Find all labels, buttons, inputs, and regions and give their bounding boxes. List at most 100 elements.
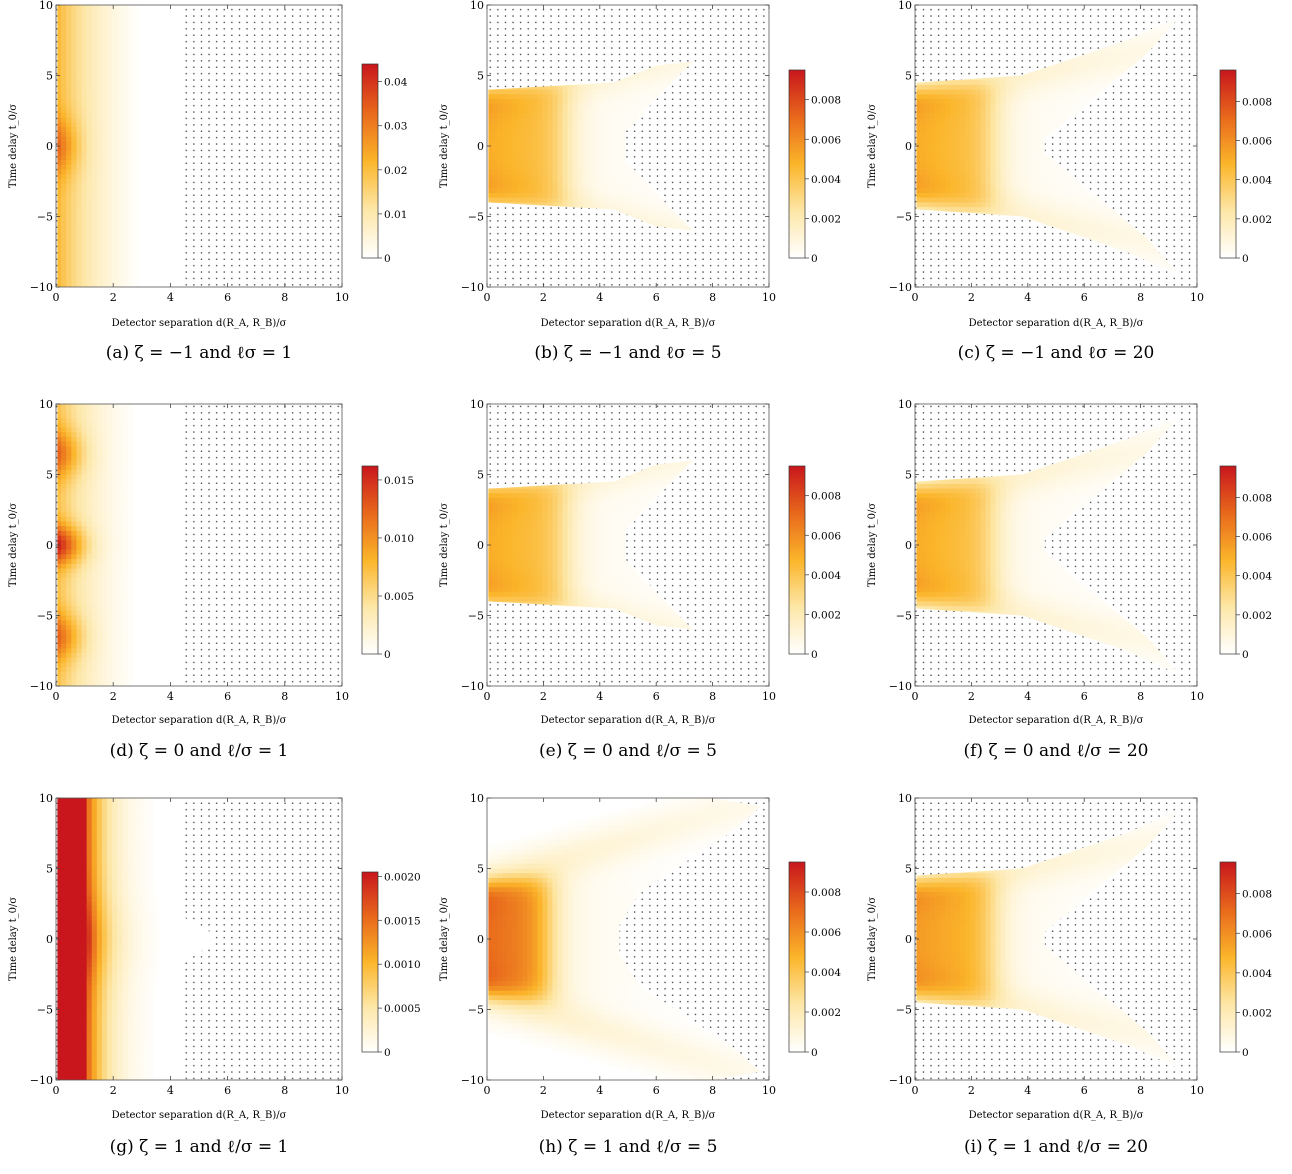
colorbar-tick-label: 0.006 xyxy=(811,927,841,939)
x-tick-label: 6 xyxy=(224,1084,231,1097)
colorbar-tick-label: 0.006 xyxy=(1242,928,1272,940)
y-tick-label: −5 xyxy=(468,610,484,623)
x-tick-label: 0 xyxy=(53,690,60,703)
colorbar-tick-label: 0 xyxy=(811,649,818,661)
colorbar-tick-label: 0.002 xyxy=(1242,610,1272,622)
colorbar-h xyxy=(789,862,805,1052)
y-tick-label: 5 xyxy=(46,70,53,83)
y-tick-label: −10 xyxy=(30,680,53,693)
x-axis-label: Detector separation d(R_A, R_B)/σ xyxy=(112,715,287,726)
y-tick-label: −5 xyxy=(37,211,53,224)
caption-i: (i) ζ = 1 and ℓ/σ = 20 xyxy=(964,1137,1148,1157)
y-tick-label: 0 xyxy=(905,140,912,153)
y-tick-label: 10 xyxy=(39,0,53,12)
colorbar-i xyxy=(1220,862,1236,1052)
y-tick-label: 10 xyxy=(39,792,53,805)
colorbar-tick-label: 0.005 xyxy=(384,591,414,603)
colorbar-tick-label: 0 xyxy=(1242,253,1249,265)
y-tick-label: 0 xyxy=(905,933,912,946)
y-tick-label: 5 xyxy=(905,469,912,482)
y-tick-label: 0 xyxy=(46,140,53,153)
x-tick-label: 2 xyxy=(540,1084,547,1097)
x-tick-label: 6 xyxy=(224,291,231,304)
x-tick-label: 8 xyxy=(1137,291,1144,304)
y-tick-label: 0 xyxy=(905,539,912,552)
colorbar-tick-label: 0.04 xyxy=(384,77,408,89)
x-tick-label: 8 xyxy=(281,690,288,703)
colorbar-tick-label: 0.008 xyxy=(811,95,841,107)
x-tick-label: 0 xyxy=(484,690,491,703)
colorbar-tick-label: 0 xyxy=(811,1047,818,1059)
x-tick-label: 0 xyxy=(912,690,919,703)
x-tick-label: 6 xyxy=(653,690,660,703)
y-tick-label: −10 xyxy=(461,680,484,693)
x-tick-label: 8 xyxy=(1137,690,1144,703)
y-tick-label: −10 xyxy=(30,1074,53,1087)
colorbar-tick-label: 0.004 xyxy=(811,967,841,979)
y-tick-label: 5 xyxy=(477,863,484,876)
y-tick-label: −10 xyxy=(30,281,53,294)
x-axis-label: Detector separation d(R_A, R_B)/σ xyxy=(112,1110,287,1121)
x-tick-label: 10 xyxy=(1190,291,1204,304)
colorbar-tick-label: 0 xyxy=(1242,649,1249,661)
colorbar-tick-label: 0.008 xyxy=(811,887,841,899)
y-tick-label: 0 xyxy=(46,933,53,946)
caption-d: (d) ζ = 0 and ℓ/σ = 1 xyxy=(110,741,289,761)
x-tick-label: 6 xyxy=(1081,1084,1088,1097)
y-tick-label: 10 xyxy=(470,0,484,12)
colorbar-tick-label: 0.006 xyxy=(811,134,841,146)
y-tick-label: 10 xyxy=(470,792,484,805)
x-axis-label: Detector separation d(R_A, R_B)/σ xyxy=(541,1110,716,1121)
x-tick-label: 10 xyxy=(762,291,776,304)
colorbar-tick-label: 0 xyxy=(384,649,391,661)
colorbar-tick-label: 0.01 xyxy=(384,209,407,221)
colorbar-tick-label: 0 xyxy=(384,253,391,265)
colorbar-tick-label: 0.0015 xyxy=(384,915,421,927)
y-tick-label: −5 xyxy=(468,1004,484,1017)
y-tick-label: −10 xyxy=(889,1074,912,1087)
x-tick-label: 6 xyxy=(1081,690,1088,703)
y-axis-label: Time delay t_0/σ xyxy=(867,897,878,982)
x-tick-label: 8 xyxy=(709,690,716,703)
caption-g: (g) ζ = 1 and ℓ/σ = 1 xyxy=(110,1137,289,1157)
x-tick-label: 4 xyxy=(1024,1084,1031,1097)
x-tick-label: 2 xyxy=(968,291,975,304)
colorbar-tick-label: 0.0010 xyxy=(384,959,421,971)
x-tick-label: 10 xyxy=(335,1084,349,1097)
colorbar-g xyxy=(362,872,378,1052)
y-tick-label: 5 xyxy=(905,70,912,83)
colorbar-e xyxy=(789,466,805,654)
colorbar-b xyxy=(789,70,805,258)
y-axis-label: Time delay t_0/σ xyxy=(867,503,878,588)
x-tick-label: 10 xyxy=(335,291,349,304)
x-tick-label: 4 xyxy=(167,1084,174,1097)
colorbar-tick-label: 0.004 xyxy=(811,570,841,582)
y-tick-label: −10 xyxy=(461,1074,484,1087)
y-tick-label: −5 xyxy=(896,1004,912,1017)
y-tick-label: −5 xyxy=(896,610,912,623)
x-tick-label: 2 xyxy=(110,1084,117,1097)
y-tick-label: 0 xyxy=(46,539,53,552)
x-tick-label: 4 xyxy=(596,690,603,703)
y-tick-label: 10 xyxy=(898,0,912,12)
x-axis-label: Detector separation d(R_A, R_B)/σ xyxy=(541,715,716,726)
colorbar-tick-label: 0.02 xyxy=(384,165,407,177)
colorbar-c xyxy=(1220,70,1236,258)
x-tick-label: 10 xyxy=(762,1084,776,1097)
x-tick-label: 8 xyxy=(281,291,288,304)
colorbar-tick-label: 0 xyxy=(811,253,818,265)
x-tick-label: 6 xyxy=(1081,291,1088,304)
colorbar-a xyxy=(362,64,378,258)
x-tick-label: 2 xyxy=(968,690,975,703)
x-tick-label: 8 xyxy=(281,1084,288,1097)
x-axis-label: Detector separation d(R_A, R_B)/σ xyxy=(112,318,287,329)
colorbar-tick-label: 0.004 xyxy=(1242,175,1272,187)
